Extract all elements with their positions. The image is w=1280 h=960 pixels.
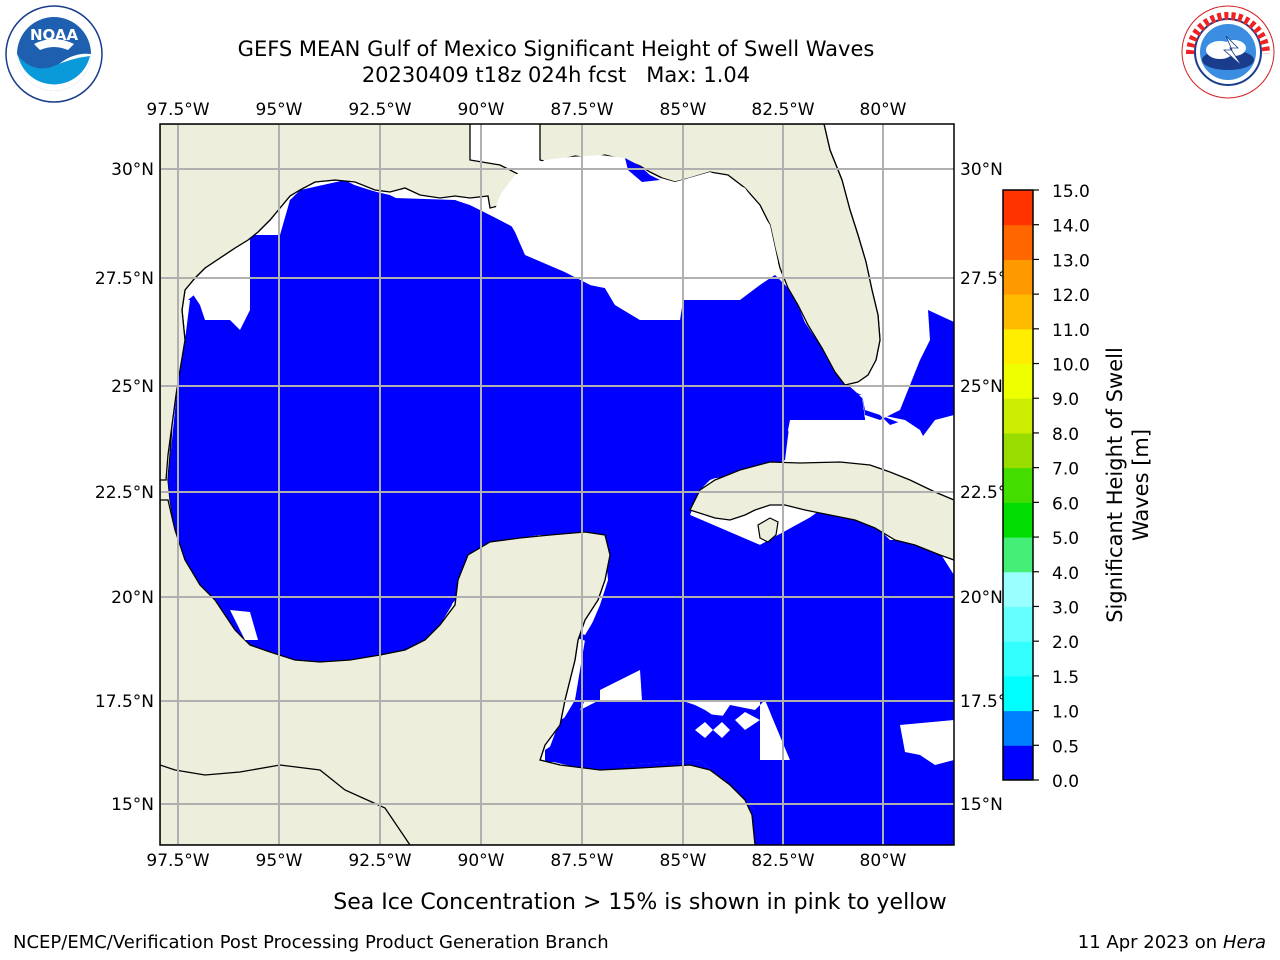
colorbar-label-line2: Waves [m] xyxy=(1129,428,1153,542)
colorbar-tick-label: 11.0 xyxy=(1052,321,1090,341)
noaa-logo: NOAA xyxy=(5,5,103,103)
longitude-tick-label: 97.5°W xyxy=(146,100,209,120)
colorbar: 0.0 0.5 1.0 1.5 2.0 3.0 4.0 5.0 6.0 7.0 8.0 9.0 10.0… xyxy=(1002,182,1090,792)
longitude-tick-label: 85°W xyxy=(660,851,707,871)
colorbar-segment xyxy=(1003,328,1033,365)
colorbar-tick-label: 10.0 xyxy=(1052,356,1090,376)
longitude-tick-label: 87.5°W xyxy=(550,100,613,120)
colorbar-segment xyxy=(1003,502,1033,538)
longitude-labels-bottom: 97.5°W 95°W 92.5°W 90°W 87.5°W 85°W 82.5°W 80°W xyxy=(146,851,906,871)
longitude-tick-label: 80°W xyxy=(860,851,907,871)
longitude-tick-label: 90°W xyxy=(458,851,505,871)
colorbar-tick-label: 6.0 xyxy=(1052,494,1079,514)
latitude-tick-label: 27.5°N xyxy=(95,269,154,289)
longitude-tick-label: 97.5°W xyxy=(146,851,209,871)
footer-host: Hera xyxy=(1222,932,1266,953)
latitude-tick-label: 30°N xyxy=(960,160,1003,180)
latitude-labels-left: 30°N 27.5°N 25°N 22.5°N 20°N 17.5°N 15°N xyxy=(95,160,154,815)
colorbar-label-line1: Significant Height of Swell xyxy=(1103,347,1127,623)
colorbar-segment xyxy=(1003,571,1033,607)
latitude-tick-label: 22.5°N xyxy=(95,483,154,503)
colorbar-tick-label: 12.0 xyxy=(1052,286,1090,306)
colorbar-segment xyxy=(1003,363,1033,399)
latitude-tick-label: 20°N xyxy=(960,588,1003,608)
nws-logo xyxy=(1181,5,1275,99)
land-cuba xyxy=(689,461,954,561)
latitude-tick-label: 20°N xyxy=(111,588,154,608)
colorbar-tick-label: 1.5 xyxy=(1052,668,1079,688)
noaa-logo-text: NOAA xyxy=(30,26,79,44)
colorbar-segment xyxy=(1003,467,1033,503)
colorbar-tick-label: 5.0 xyxy=(1052,529,1079,549)
map-area xyxy=(160,124,954,845)
colorbar-frame xyxy=(1002,189,1034,781)
longitude-tick-label: 90°W xyxy=(458,100,505,120)
latitude-tick-label: 30°N xyxy=(111,160,154,180)
colorbar-segment xyxy=(1003,537,1033,573)
footer-date: 11 Apr 2023 on Hera xyxy=(1078,932,1266,953)
colorbar-tick-label: 0.0 xyxy=(1052,772,1079,792)
longitude-labels-top: 97.5°W 95°W 92.5°W 90°W 87.5°W 85°W 82.5°W 80°W xyxy=(146,100,906,120)
longitude-tick-label: 92.5°W xyxy=(348,851,411,871)
land-mexico-central-america xyxy=(160,499,756,845)
colorbar-segment xyxy=(1003,224,1033,260)
colorbar-tick-label: 3.0 xyxy=(1052,598,1079,618)
longitude-tick-label: 82.5°W xyxy=(751,851,814,871)
longitude-tick-label: 95°W xyxy=(256,851,303,871)
colorbar-tick-label: 7.0 xyxy=(1052,460,1079,480)
latitude-tick-label: 25°N xyxy=(960,377,1003,397)
longitude-tick-label: 92.5°W xyxy=(348,100,411,120)
longitude-tick-label: 87.5°W xyxy=(550,851,613,871)
longitude-tick-label: 95°W xyxy=(256,100,303,120)
chart-title: GEFS MEAN Gulf of Mexico Significant Hei… xyxy=(237,37,875,61)
colorbar-tick-label: 8.0 xyxy=(1052,425,1079,445)
colorbar-segment xyxy=(1003,294,1033,330)
colorbar-tick-label: 0.5 xyxy=(1052,737,1079,757)
colorbar-tick-label: 13.0 xyxy=(1052,251,1090,271)
latitude-tick-label: 25°N xyxy=(111,377,154,397)
footer-date-text: 11 Apr 2023 on xyxy=(1077,932,1223,953)
latitude-tick-label: 15°N xyxy=(111,795,154,815)
colorbar-segment xyxy=(1003,190,1033,226)
colorbar-segment xyxy=(1003,432,1033,469)
colorbar-segment xyxy=(1003,606,1033,642)
colorbar-tick-label: 9.0 xyxy=(1052,390,1079,410)
colorbar-segment xyxy=(1003,641,1033,677)
colorbar-tick-label: 4.0 xyxy=(1052,564,1079,584)
latitude-tick-label: 17.5°N xyxy=(95,692,154,712)
colorbar-segment xyxy=(1003,710,1033,746)
map-frame xyxy=(159,123,955,846)
colorbar-segment xyxy=(1003,745,1033,781)
longitude-tick-label: 82.5°W xyxy=(751,100,814,120)
colorbar-tick-label: 14.0 xyxy=(1052,217,1090,237)
sea-ice-note: Sea Ice Concentration > 15% is shown in … xyxy=(333,890,947,915)
colorbar-tick-label: 1.0 xyxy=(1052,703,1079,723)
colorbar-segment xyxy=(1003,675,1033,712)
latitude-tick-label: 15°N xyxy=(960,795,1003,815)
colorbar-segment xyxy=(1003,259,1033,295)
footer-credit: NCEP/EMC/Verification Post Processing Pr… xyxy=(13,932,609,953)
colorbar-segment xyxy=(1003,398,1033,434)
chart-subtitle: 20230409 t18z 024h fcst Max: 1.04 xyxy=(361,63,751,87)
map-gridlines xyxy=(160,124,954,845)
longitude-tick-label: 85°W xyxy=(660,100,707,120)
longitude-tick-label: 80°W xyxy=(860,100,907,120)
colorbar-tick-label: 15.0 xyxy=(1052,182,1090,202)
colorbar-tick-label: 2.0 xyxy=(1052,633,1079,653)
